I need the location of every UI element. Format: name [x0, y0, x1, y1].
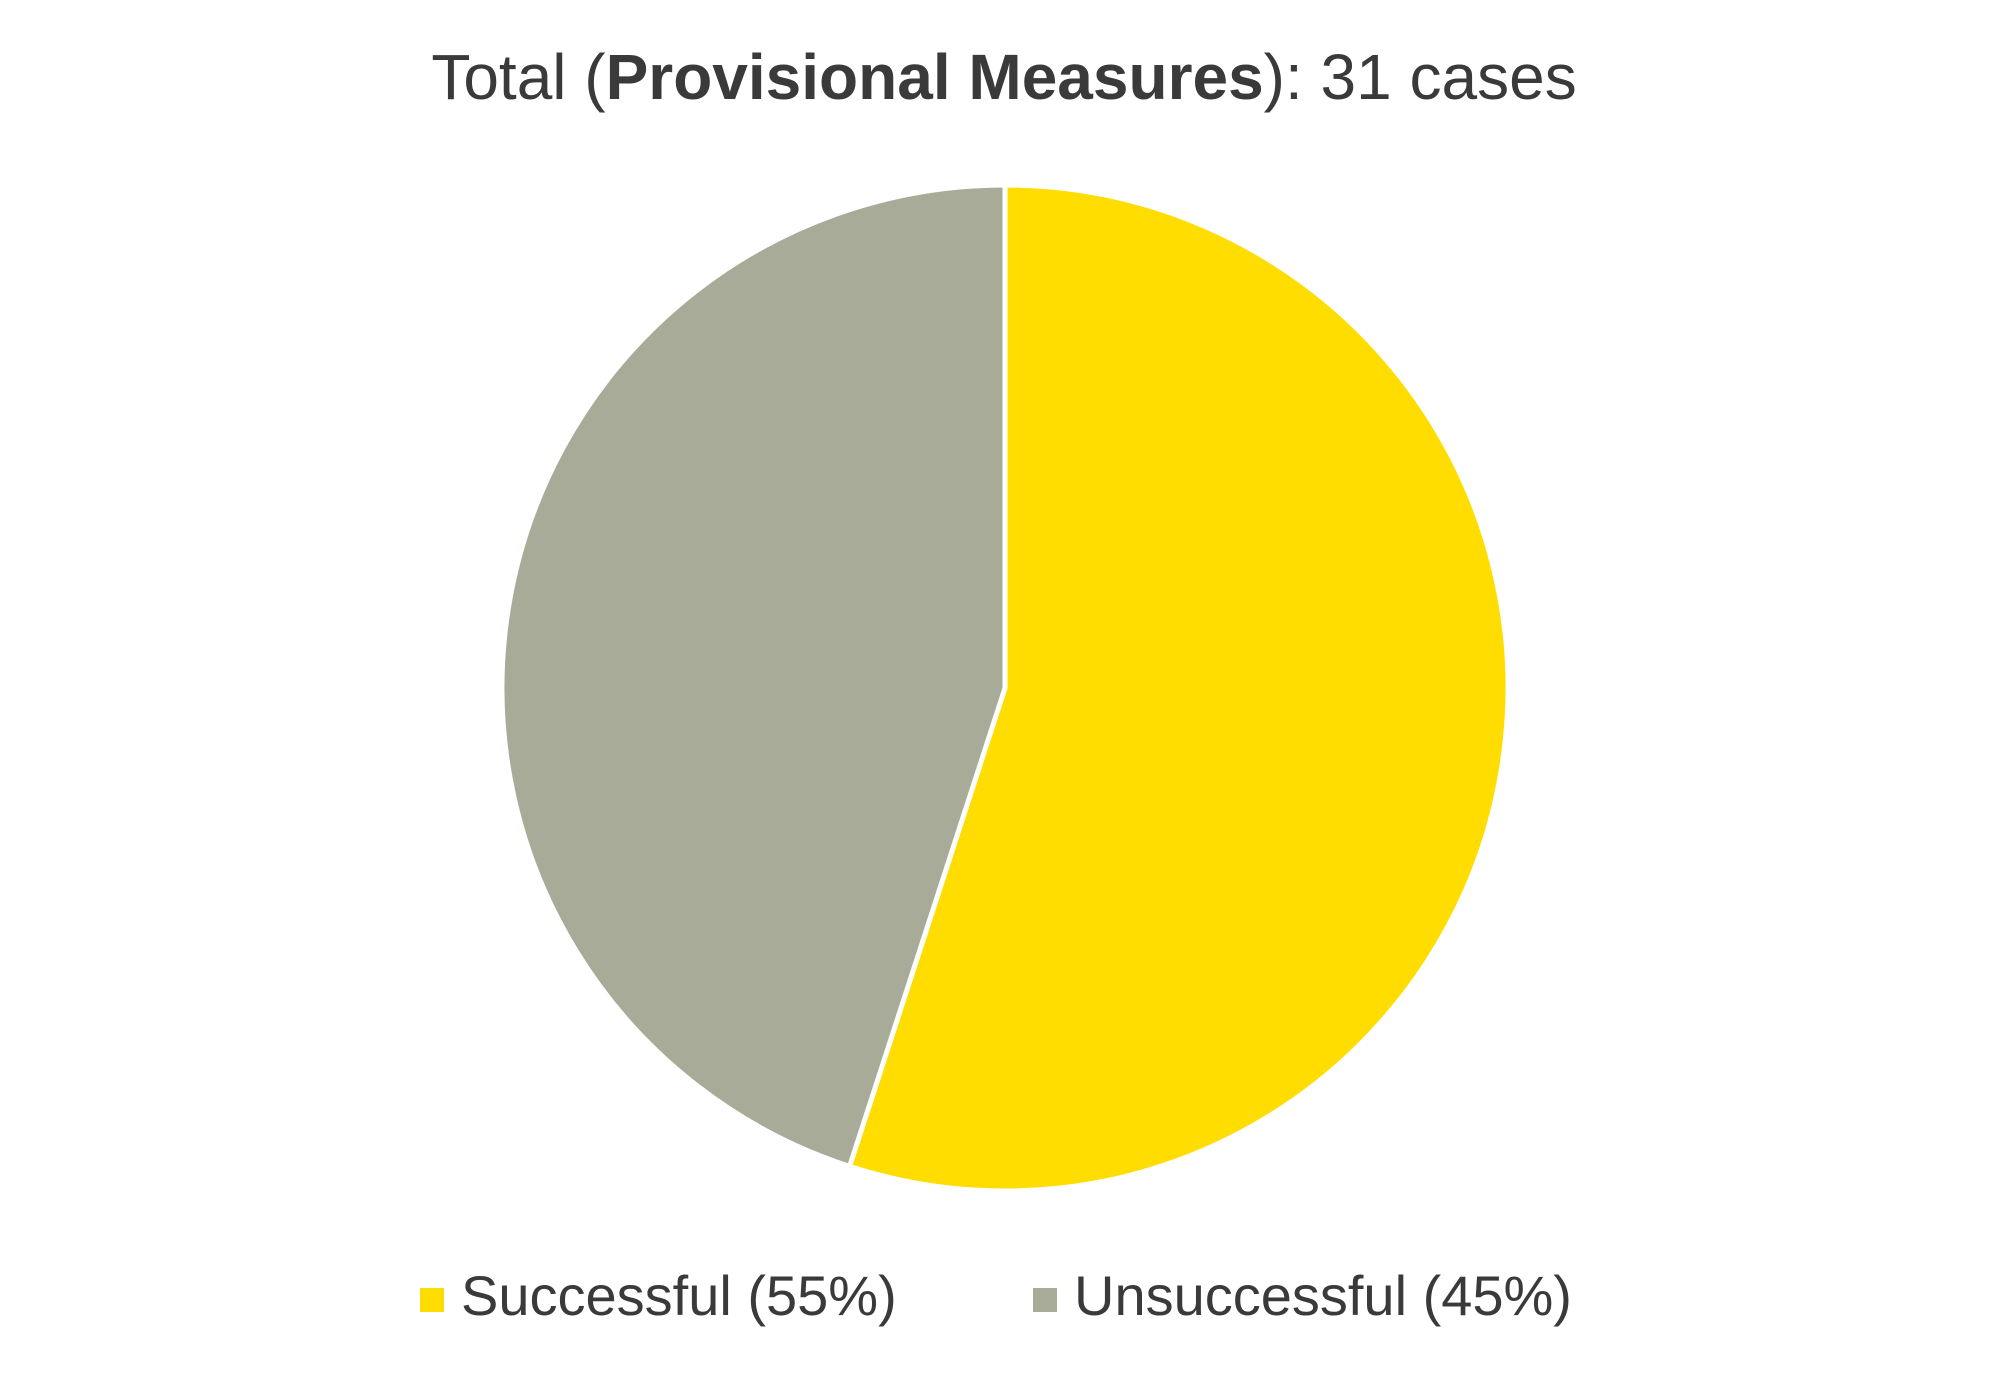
pie-slice [499, 182, 1008, 1169]
legend-swatch [1033, 1288, 1057, 1312]
chart-title: Total (Provisional Measures): 31 cases [431, 41, 1576, 113]
pie-slice [847, 182, 1511, 1194]
title-part: Provisional Measures [606, 41, 1264, 113]
legend-label: Unsuccessful (45%) [1074, 1264, 1572, 1327]
title-part: Total ( [431, 41, 605, 113]
title-part: ): 31 cases [1264, 41, 1577, 113]
legend-label: Successful (55%) [461, 1264, 897, 1327]
legend-swatch [420, 1288, 444, 1312]
